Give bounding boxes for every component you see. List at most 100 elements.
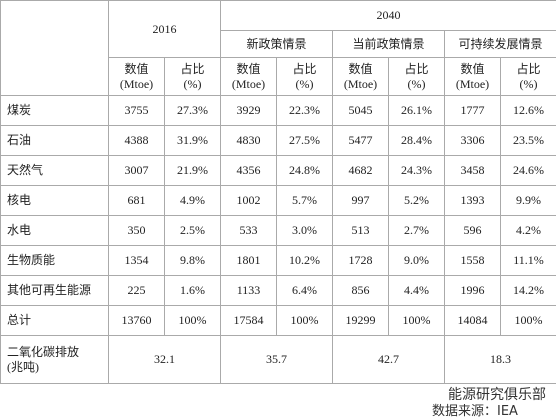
value-cell-text: 6.4% xyxy=(292,283,317,297)
row-label: 生物质能 xyxy=(1,246,109,276)
value-cell-text: 3458 xyxy=(461,163,485,177)
value-cell-text: 856 xyxy=(352,283,370,297)
value-cell: 1354 xyxy=(109,246,165,276)
value-cell: 533 xyxy=(221,216,277,246)
row-label-text: 总计 xyxy=(7,313,31,327)
column-header: 数值(Mtoe) xyxy=(221,58,277,96)
row-label: 核电 xyxy=(1,186,109,216)
value-cell-text: 3929 xyxy=(237,103,261,117)
value-cell: 1393 xyxy=(445,186,501,216)
value-cell: 31.9% xyxy=(165,126,221,156)
column-header-text: (Mtoe) xyxy=(344,77,377,91)
value-cell-text: 1354 xyxy=(125,253,149,267)
value-cell-text: 27.3% xyxy=(177,103,208,117)
value-cell-text: 21.9% xyxy=(177,163,208,177)
scenario-header-text: 当前政策情景 xyxy=(352,37,424,51)
value-cell: 2.5% xyxy=(165,216,221,246)
value-cell-text: 225 xyxy=(128,283,146,297)
value-cell-text: 513 xyxy=(352,223,370,237)
value-cell: 4356 xyxy=(221,156,277,186)
value-cell-text: 19299 xyxy=(346,313,376,327)
column-header-text: 占比 xyxy=(517,62,541,76)
column-header-text: (Mtoe) xyxy=(232,77,265,91)
column-header-text: 数值 xyxy=(236,62,260,76)
source: 数据来源：IEA xyxy=(432,400,518,419)
value-cell-text: 100% xyxy=(403,313,431,327)
value-cell: 10.2% xyxy=(277,246,333,276)
row-label-text: 天然气 xyxy=(7,163,43,177)
value-cell: 3.0% xyxy=(277,216,333,246)
value-cell-text: 997 xyxy=(352,193,370,207)
value-cell-text: 3755 xyxy=(125,103,149,117)
column-header-text: (Mtoe) xyxy=(456,77,489,91)
value-cell-text: 5477 xyxy=(349,133,373,147)
value-cell: 4388 xyxy=(109,126,165,156)
value-cell-text: 100% xyxy=(515,313,543,327)
row-label-text: 二氧化碳排放 xyxy=(7,345,79,359)
row-label-text: 生物质能 xyxy=(7,253,55,267)
co2-cell-text: 35.7 xyxy=(266,352,287,366)
column-header-text: 占比 xyxy=(292,62,316,76)
value-cell: 27.3% xyxy=(165,96,221,126)
value-cell-text: 14084 xyxy=(458,313,488,327)
value-cell: 3458 xyxy=(445,156,501,186)
row-label: 石油 xyxy=(1,126,109,156)
value-cell: 5045 xyxy=(333,96,389,126)
column-header-text: 占比 xyxy=(404,62,428,76)
value-cell-text: 9.9% xyxy=(516,193,541,207)
column-header: 数值(Mtoe) xyxy=(445,58,501,96)
co2-cell-text: 32.1 xyxy=(154,352,175,366)
value-cell-text: 2.5% xyxy=(180,223,205,237)
column-header: 数值(Mtoe) xyxy=(109,58,165,96)
row-label: 其他可再生能源 xyxy=(1,276,109,306)
value-cell-text: 24.8% xyxy=(289,163,320,177)
value-cell-text: 12.6% xyxy=(513,103,544,117)
column-header-text: 数值 xyxy=(460,62,484,76)
row-label-text: 其他可再生能源 xyxy=(7,283,91,297)
value-cell-text: 5.2% xyxy=(404,193,429,207)
scenario-header: 新政策情景 xyxy=(221,31,333,58)
value-cell-text: 5045 xyxy=(349,103,373,117)
value-cell: 28.4% xyxy=(389,126,445,156)
value-cell: 4.4% xyxy=(389,276,445,306)
year-header-text: 2016 xyxy=(153,22,177,36)
column-header-text: (Mtoe) xyxy=(120,77,153,91)
column-header-text: 数值 xyxy=(348,62,372,76)
row-label: 总计 xyxy=(1,306,109,336)
value-cell-text: 22.3% xyxy=(289,103,320,117)
value-cell: 997 xyxy=(333,186,389,216)
value-cell-text: 1133 xyxy=(237,283,261,297)
column-header: 占比(%) xyxy=(165,58,221,96)
value-cell-text: 4682 xyxy=(349,163,373,177)
value-cell-text: 100% xyxy=(179,313,207,327)
value-cell: 1133 xyxy=(221,276,277,306)
value-cell: 4682 xyxy=(333,156,389,186)
value-cell-text: 1393 xyxy=(461,193,485,207)
row-label: 煤炭 xyxy=(1,96,109,126)
value-cell: 26.1% xyxy=(389,96,445,126)
value-cell: 1558 xyxy=(445,246,501,276)
value-cell-text: 350 xyxy=(128,223,146,237)
row-label-text: 水电 xyxy=(7,223,31,237)
value-cell-text: 4.9% xyxy=(180,193,205,207)
co2-cell: 18.3 xyxy=(445,336,556,384)
value-cell-text: 3.0% xyxy=(292,223,317,237)
value-cell: 14.2% xyxy=(501,276,556,306)
value-cell: 27.5% xyxy=(277,126,333,156)
corner xyxy=(1,1,109,96)
value-cell-text: 596 xyxy=(464,223,482,237)
value-cell: 4.9% xyxy=(165,186,221,216)
value-cell: 13760 xyxy=(109,306,165,336)
value-cell: 22.3% xyxy=(277,96,333,126)
value-cell-text: 3306 xyxy=(461,133,485,147)
column-header: 占比(%) xyxy=(389,58,445,96)
value-cell-text: 2.7% xyxy=(404,223,429,237)
value-cell: 5477 xyxy=(333,126,389,156)
value-cell: 1002 xyxy=(221,186,277,216)
scenario-header: 可持续发展情景 xyxy=(445,31,556,58)
value-cell-text: 1801 xyxy=(237,253,261,267)
value-cell: 3755 xyxy=(109,96,165,126)
co2-cell: 32.1 xyxy=(109,336,221,384)
